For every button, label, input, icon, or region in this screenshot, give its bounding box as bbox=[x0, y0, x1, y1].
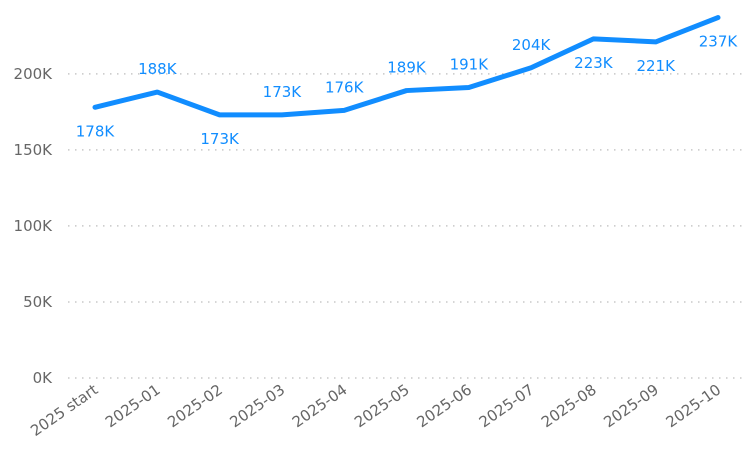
data-label: 189K bbox=[387, 59, 427, 77]
x-tick-label: 2025-06 bbox=[413, 381, 475, 432]
x-tick-label: 2025 start bbox=[27, 380, 101, 439]
data-label: 173K bbox=[200, 130, 240, 148]
y-tick-label: 150K bbox=[14, 141, 54, 159]
x-tick-label: 2025-02 bbox=[164, 381, 226, 432]
y-tick-label: 0K bbox=[33, 369, 54, 387]
line bbox=[92, 15, 721, 118]
data-label: 173K bbox=[263, 83, 303, 101]
data-label: 176K bbox=[325, 78, 365, 96]
y-tick-label: 50K bbox=[23, 293, 53, 311]
x-tick-label: 2025-03 bbox=[227, 381, 289, 432]
data-label: 178K bbox=[76, 122, 116, 140]
x-tick-label: 2025-07 bbox=[476, 381, 538, 432]
y-tick-label: 100K bbox=[14, 217, 54, 235]
x-tick-label: 2025-04 bbox=[289, 381, 351, 432]
data-label: 188K bbox=[138, 60, 178, 78]
data-label: 221K bbox=[636, 57, 676, 75]
data-label: 204K bbox=[512, 36, 552, 54]
x-tick-label: 2025-09 bbox=[600, 381, 662, 432]
data-label: 237K bbox=[699, 33, 739, 51]
x-tick-label: 2025-05 bbox=[351, 381, 413, 432]
data-label: 223K bbox=[574, 54, 614, 72]
data-label: 191K bbox=[450, 56, 490, 74]
x-tick-label: 2025-01 bbox=[102, 381, 164, 432]
y-tick-label: 200K bbox=[14, 65, 54, 83]
x-tick-label: 2025-08 bbox=[538, 381, 600, 432]
x-tick-label: 2025-10 bbox=[663, 381, 725, 432]
